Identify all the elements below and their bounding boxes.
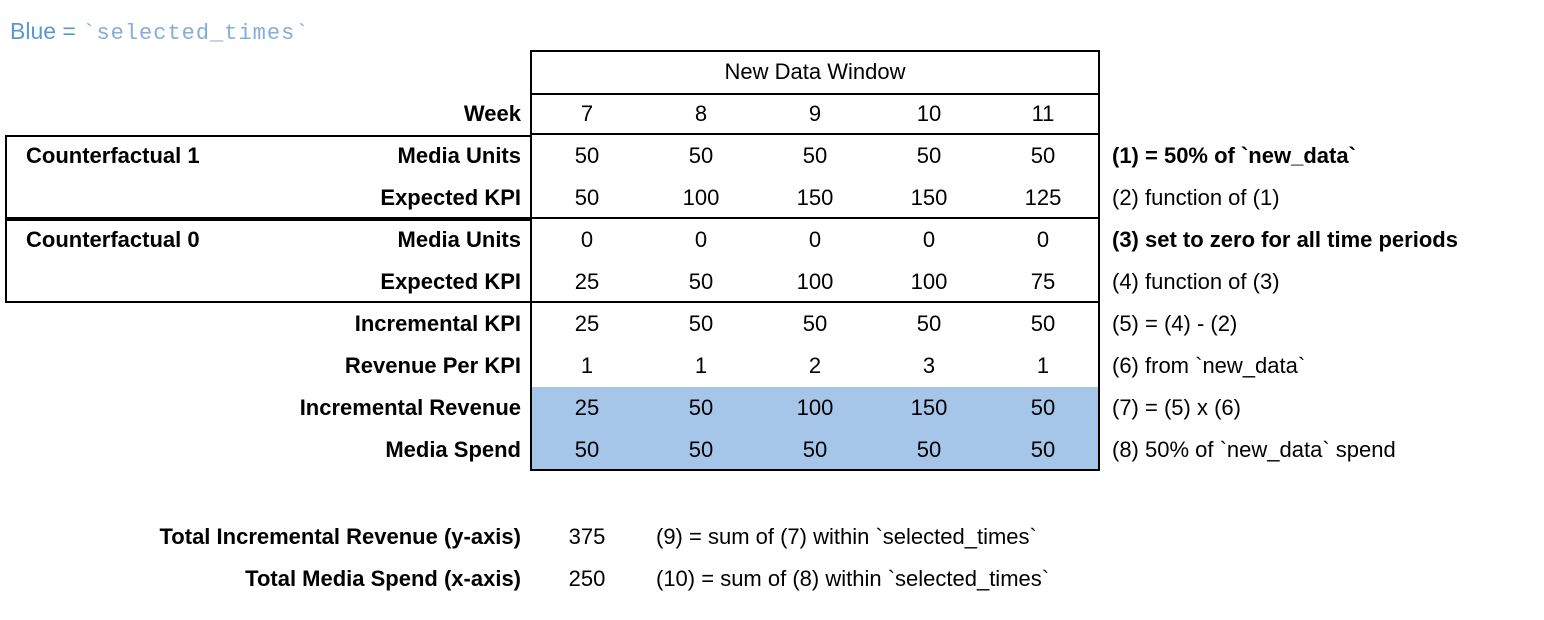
row-label: Incremental Revenue: [299, 395, 521, 420]
total-value: 375: [568, 524, 606, 549]
table-cell: 150: [910, 185, 948, 210]
new-data-window-header: New Data Window: [724, 58, 906, 84]
table-row-revenue-per-kpi: Revenue Per KPI 1 1 2 3 1 (6) from `new_…: [0, 345, 1305, 387]
table-cell: 100: [910, 269, 948, 294]
table-cell: 50: [688, 437, 714, 462]
table-cell: 75: [1030, 269, 1056, 294]
counterfactual-0-box: [5, 219, 532, 303]
selected-times-highlight: [532, 387, 1098, 469]
table-cell: 0: [694, 227, 708, 252]
week-number: 10: [916, 101, 942, 126]
row-note: (1) = 50% of `new_data`: [1112, 143, 1356, 168]
week-number: 9: [808, 101, 822, 126]
table-cell: 0: [808, 227, 822, 252]
total-media-spend-row: Total Media Spend (x-axis) 250 (10) = su…: [0, 558, 1049, 600]
legend-note: Blue = `selected_times`: [10, 16, 309, 49]
total-label: Total Media Spend (x-axis): [245, 566, 521, 591]
row-label: Media Units: [397, 143, 521, 168]
table-cell: 50: [688, 143, 714, 168]
table-cell: 50: [688, 269, 714, 294]
table-cell: 100: [796, 269, 834, 294]
table-cell: 50: [688, 395, 714, 420]
table-cell: 50: [916, 437, 942, 462]
group-separator-1: [530, 217, 1100, 219]
row-note: (7) = (5) x (6): [1112, 395, 1241, 420]
table-cell: 100: [796, 395, 834, 420]
table-cell: 100: [682, 185, 720, 210]
table-cell: 0: [922, 227, 936, 252]
group-label: Counterfactual 0: [26, 227, 200, 252]
table-cell: 125: [1024, 185, 1062, 210]
table-cell: 50: [574, 143, 600, 168]
week-row-separator: [530, 133, 1100, 135]
week-number: 8: [694, 101, 708, 126]
row-label: Incremental KPI: [354, 311, 521, 336]
table-row-incremental-revenue: Incremental Revenue 25 50 100 150 50 (7)…: [0, 387, 1241, 429]
table-cell: 50: [802, 437, 828, 462]
row-label: Media Units: [397, 227, 521, 252]
row-label: Revenue Per KPI: [344, 353, 521, 378]
table-cell: 25: [574, 395, 600, 420]
row-label: Expected KPI: [380, 269, 521, 294]
row-label: Expected KPI: [380, 185, 521, 210]
row-note: (6) from `new_data`: [1112, 353, 1306, 378]
week-label: Week: [463, 101, 521, 126]
table-cell: 50: [1030, 143, 1056, 168]
total-label: Total Incremental Revenue (y-axis): [159, 524, 522, 549]
table-cell: 1: [580, 353, 594, 378]
table-cell: 0: [1036, 227, 1050, 252]
group-separator-2: [530, 301, 1100, 303]
counterfactual-1-box: [5, 135, 532, 219]
table-cell: 50: [574, 437, 600, 462]
week-row: Week 7 8 9 10 11: [0, 93, 1100, 135]
table-cell: 3: [922, 353, 936, 378]
row-note: (3) set to zero for all time periods: [1112, 227, 1458, 252]
table-cell: 50: [1030, 437, 1056, 462]
table-cell: 25: [574, 269, 600, 294]
table-cell: 50: [574, 185, 600, 210]
total-incremental-revenue-row: Total Incremental Revenue (y-axis) 375 (…: [0, 516, 1037, 558]
table-row-expected-kpi-cf1: Expected KPI 50 100 150 150 125 (2) func…: [0, 177, 1280, 219]
table-cell: 1: [694, 353, 708, 378]
table-row-media-spend: Media Spend 50 50 50 50 50 (8) 50% of `n…: [0, 429, 1396, 471]
table-cell: 150: [796, 185, 834, 210]
row-note: (8) 50% of `new_data` spend: [1112, 437, 1396, 462]
table-cell: 50: [916, 143, 942, 168]
table-cell: 50: [688, 311, 714, 336]
row-label: Media Spend: [385, 437, 521, 462]
table-cell: 50: [1030, 311, 1056, 336]
table-cell: 50: [802, 311, 828, 336]
table-row-media-units-cf1: Counterfactual 1 Media Units 50 50 50 50…: [0, 135, 1356, 177]
row-note: (5) = (4) - (2): [1112, 311, 1238, 336]
group-label: Counterfactual 1: [26, 143, 200, 168]
week-number: 11: [1031, 101, 1055, 126]
table-row-expected-kpi-cf0: Expected KPI 25 50 100 100 75 (4) functi…: [0, 261, 1280, 303]
table-cell: 1: [1036, 353, 1050, 378]
legend-note-code: `selected_times`: [82, 21, 310, 46]
table-cell: 2: [808, 353, 822, 378]
table-cell: 50: [802, 143, 828, 168]
table-row-incremental-kpi: Incremental KPI 25 50 50 50 50 (5) = (4)…: [0, 303, 1238, 345]
row-note: (2) function of (1): [1112, 185, 1280, 210]
total-note: (9) = sum of (7) within `selected_times`: [656, 524, 1037, 549]
total-note: (10) = sum of (8) within `selected_times…: [656, 566, 1050, 591]
total-value: 250: [568, 566, 606, 591]
table-cell: 50: [916, 311, 942, 336]
table-cell: 0: [580, 227, 594, 252]
table-cell: 50: [1030, 395, 1056, 420]
table-cell: 25: [574, 311, 600, 336]
week-number: 7: [580, 101, 594, 126]
row-note: (4) function of (3): [1112, 269, 1280, 294]
table-row-media-units-cf0: Counterfactual 0 Media Units 0 0 0 0 0 (…: [0, 219, 1458, 261]
legend-note-prefix: Blue =: [10, 18, 83, 44]
table-cell: 150: [910, 395, 948, 420]
